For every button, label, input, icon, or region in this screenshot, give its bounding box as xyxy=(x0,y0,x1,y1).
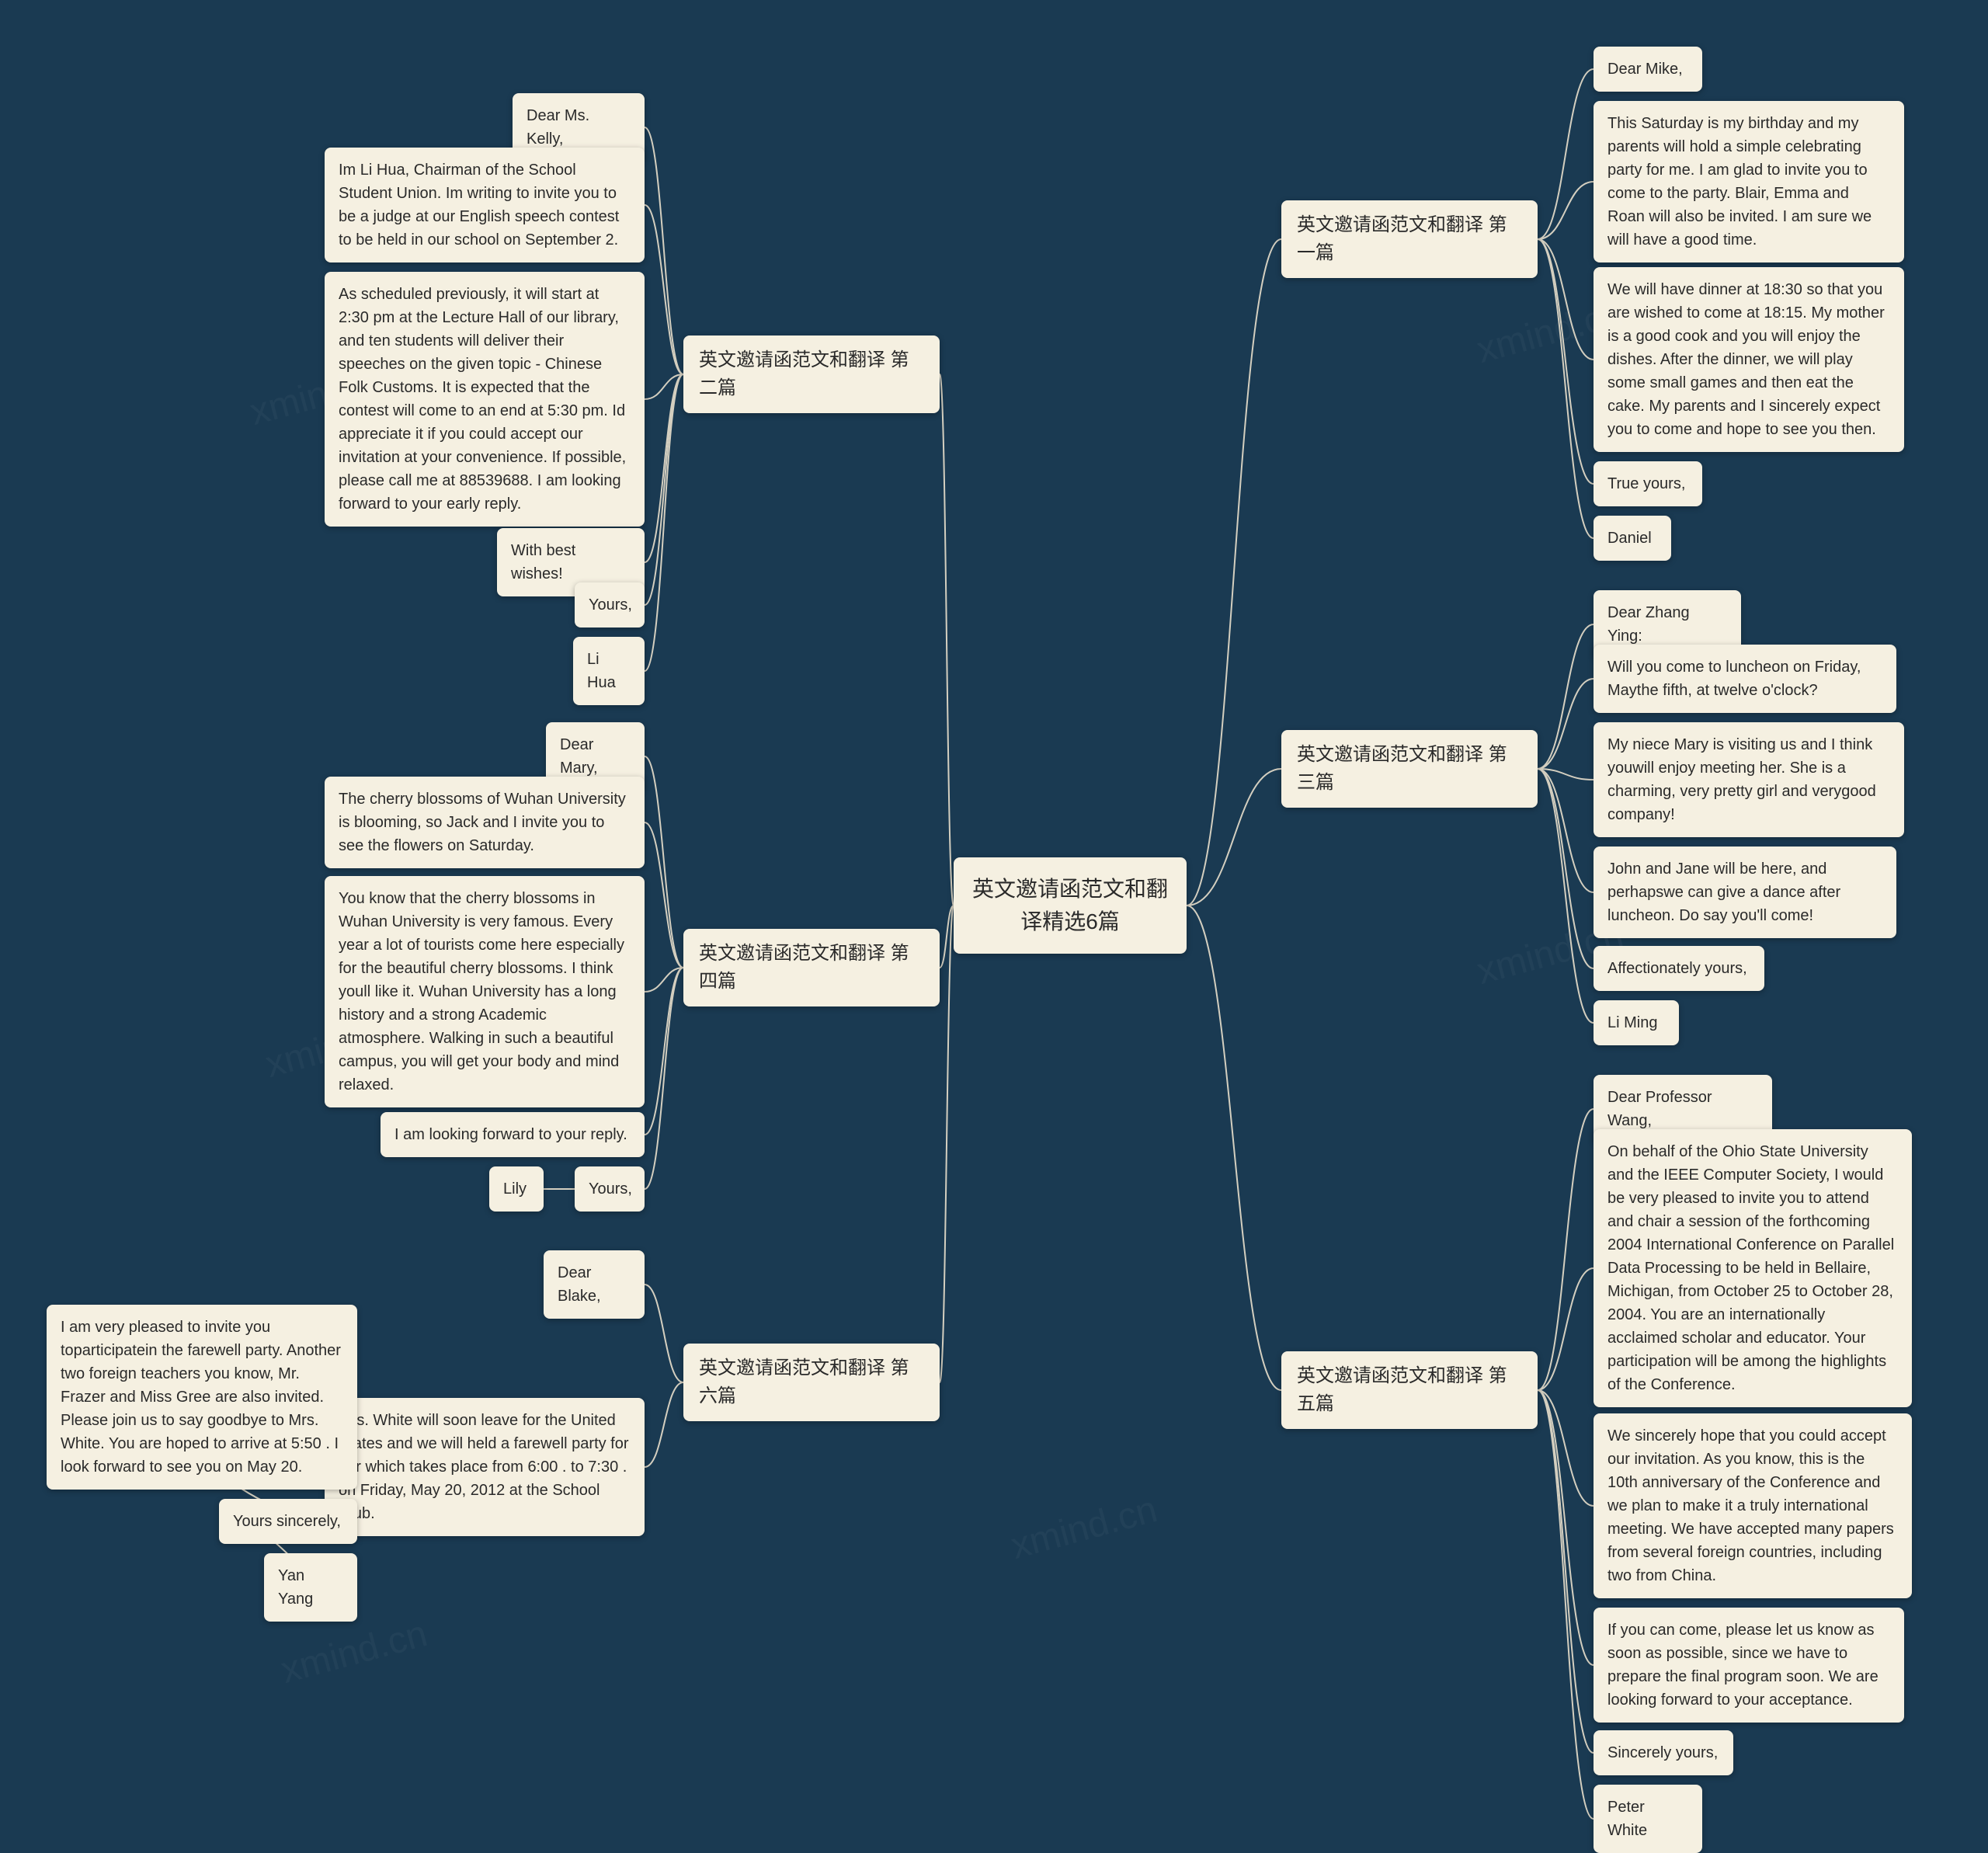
leaf-b2-4: Yours, xyxy=(575,582,645,628)
branch-b5: 英文邀请函范文和翻译 第五篇 xyxy=(1281,1351,1538,1429)
leaf-b1-1: This Saturday is my birthday and my pare… xyxy=(1594,101,1904,262)
leaf-b6-0: Dear Blake, xyxy=(544,1250,645,1319)
watermark: xmind.cn xyxy=(276,1612,432,1692)
leaf-b3-1: Will you come to luncheon on Friday, May… xyxy=(1594,645,1896,713)
leaf-b4-3: I am looking forward to your reply. xyxy=(381,1112,645,1157)
leaf-b6-3: Yours sincerely, xyxy=(219,1499,357,1544)
leaf-b4-5: Lily xyxy=(489,1166,544,1212)
branch-b6: 英文邀请函范文和翻译 第六篇 xyxy=(683,1344,940,1421)
leaf-b4-4: Yours, xyxy=(575,1166,645,1212)
leaf-b6-1: Mrs. White will soon leave for the Unite… xyxy=(325,1398,645,1536)
leaf-b3-2: My niece Mary is visiting us and I think… xyxy=(1594,722,1904,837)
leaf-b2-1: Im Li Hua, Chairman of the School Studen… xyxy=(325,148,645,262)
leaf-b1-4: Daniel xyxy=(1594,516,1671,561)
root-node: 英文邀请函范文和翻译精选6篇 xyxy=(954,857,1187,954)
leaf-b6-2: I am very pleased to invite you topartic… xyxy=(47,1305,357,1490)
leaf-b3-5: Li Ming xyxy=(1594,1000,1679,1045)
leaf-b4-2: You know that the cherry blossoms in Wuh… xyxy=(325,876,645,1107)
branch-b4: 英文邀请函范文和翻译 第四篇 xyxy=(683,929,940,1006)
leaf-b4-1: The cherry blossoms of Wuhan University … xyxy=(325,777,645,868)
leaf-b5-5: Peter White xyxy=(1594,1785,1702,1853)
leaf-b3-3: John and Jane will be here, and perhapsw… xyxy=(1594,847,1896,938)
leaf-b3-4: Affectionately yours, xyxy=(1594,946,1764,991)
leaf-b5-1: On behalf of the Ohio State University a… xyxy=(1594,1129,1912,1407)
branch-b3: 英文邀请函范文和翻译 第三篇 xyxy=(1281,730,1538,808)
branch-b1: 英文邀请函范文和翻译 第一篇 xyxy=(1281,200,1538,278)
leaf-b2-2: As scheduled previously, it will start a… xyxy=(325,272,645,527)
watermark: xmind.cn xyxy=(1006,1488,1162,1568)
leaf-b6-4: Yan Yang xyxy=(264,1553,357,1622)
leaf-b1-2: We will have dinner at 18:30 so that you… xyxy=(1594,267,1904,452)
leaf-b5-3: If you can come, please let us know as s… xyxy=(1594,1608,1904,1723)
leaf-b5-4: Sincerely yours, xyxy=(1594,1730,1733,1775)
leaf-b2-5: Li Hua xyxy=(573,637,645,705)
leaf-b1-3: True yours, xyxy=(1594,461,1702,506)
branch-b2: 英文邀请函范文和翻译 第二篇 xyxy=(683,335,940,413)
leaf-b5-2: We sincerely hope that you could accept … xyxy=(1594,1413,1912,1598)
leaf-b1-0: Dear Mike, xyxy=(1594,47,1702,92)
